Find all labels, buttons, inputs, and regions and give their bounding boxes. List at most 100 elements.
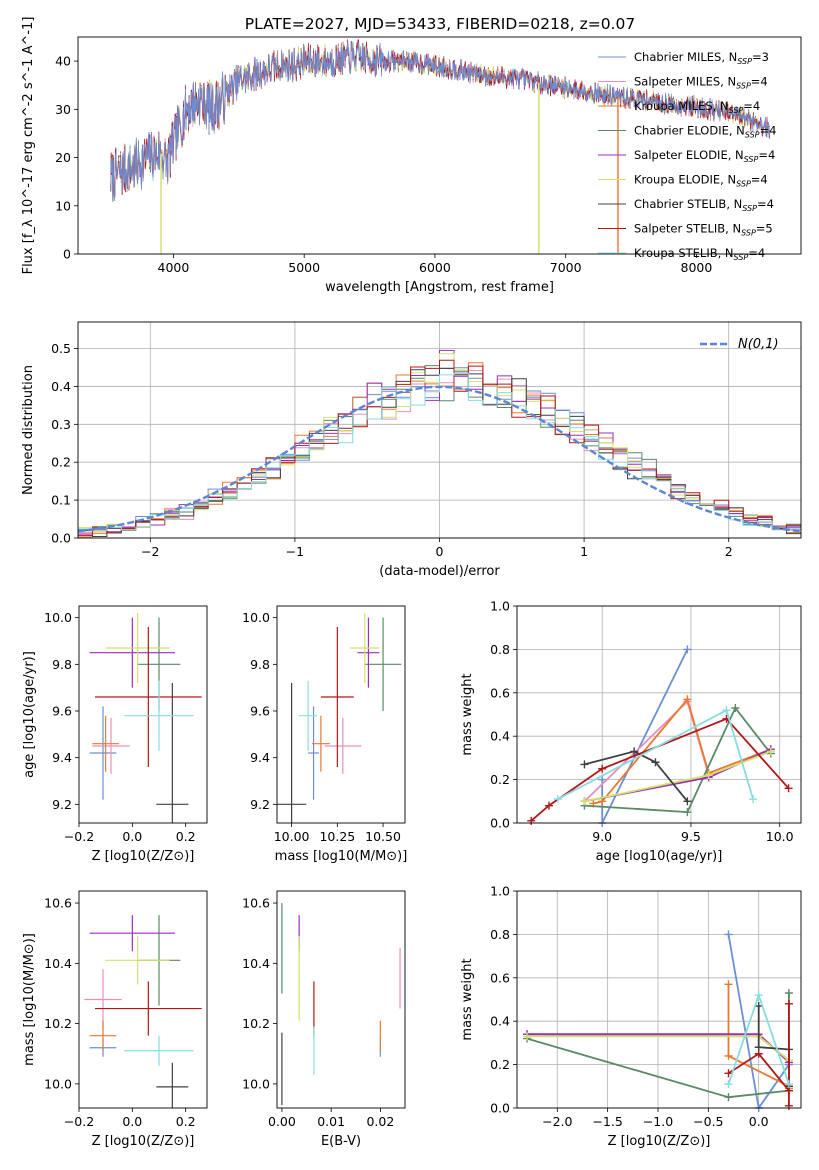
weight-marker [784, 1080, 793, 1089]
x-tick-label: −0.5 [693, 1114, 723, 1129]
y-tick-label: 0.5 [51, 341, 71, 356]
x-tick-label: 0.2 [176, 1114, 196, 1129]
axes-frame [276, 605, 406, 824]
x-tick-label: −2.0 [542, 1114, 572, 1129]
x-tick-label: 0.0 [122, 829, 142, 844]
y-tick-label: 10.6 [242, 896, 270, 911]
axes-frame [77, 321, 802, 539]
weight-marker [722, 706, 731, 715]
x-tick-label: 10.25 [319, 829, 355, 844]
x-tick-label: 4000 [158, 260, 190, 275]
mass-vs-ebv-chart: 0.00 0.01 0.02 10.0 10.2 10.4 10.6 E(B-V) [242, 890, 406, 1149]
spectrum-chart: 4000 5000 6000 7000 8000 0 10 20 30 40 wavelength … [21, 17, 802, 295]
x-tick-label: 5000 [288, 260, 320, 275]
y-tick-label: 9.2 [250, 797, 270, 812]
y-tick-label: 1.0 [490, 599, 510, 614]
y-tick-label: 0.0 [490, 1101, 510, 1116]
axes-frame [77, 36, 802, 255]
y-tick-label: 9.8 [250, 657, 270, 672]
y-axis-label: mass weight [460, 958, 475, 1040]
y-tick-label: 30 [55, 102, 71, 117]
y-axis-label: Flux [f_λ 10^-17 erg cm^-2 s^-1 A^-1] [21, 17, 36, 275]
spectrum-line [110, 41, 770, 202]
x-tick-label: −1 [286, 544, 304, 559]
x-axis-label: Z [log10(Z/Z⊙)] [92, 849, 195, 864]
y-tick-label: 10.0 [44, 610, 72, 625]
weight-marker [724, 1093, 733, 1102]
y-tick-label: 0.8 [490, 927, 510, 942]
weight-marker [544, 801, 553, 810]
weight-marker [784, 999, 793, 1008]
y-tick-label: 10.4 [242, 956, 270, 971]
y-tick-label: 10.2 [44, 1016, 72, 1031]
legend-label: Salpeter ELODIE, NSSP=4 [634, 148, 775, 164]
weight-line [601, 649, 689, 823]
x-tick-label: 10.0 [766, 829, 794, 844]
x-tick-label: 0.02 [366, 1114, 394, 1129]
y-tick-label: 0.4 [51, 379, 71, 394]
x-tick-label: 9.5 [681, 829, 701, 844]
residuals-chart: −2 −1 0 1 2 0.0 0.1 0.2 0.3 0.4 0.5 (data-model)/er… [21, 321, 802, 579]
histogram-step [78, 372, 801, 536]
x-axis-label: Z [log10(Z/Z⊙)] [608, 1134, 711, 1149]
y-tick-label: 9.8 [52, 657, 72, 672]
weight-marker [683, 695, 692, 704]
y-tick-label: 0.8 [490, 642, 510, 657]
y-tick-label: 9.2 [52, 797, 72, 812]
x-tick-label: 0.01 [317, 1114, 345, 1129]
y-tick-label: 0.0 [490, 816, 510, 831]
x-axis-label: mass [log10(M/M⊙)] [275, 849, 408, 864]
x-tick-label: 9.0 [592, 829, 612, 844]
legend-label: Chabrier ELODIE, NSSP=4 [634, 124, 776, 140]
x-axis-label: Z [log10(Z/Z⊙)] [92, 1134, 195, 1149]
x-tick-label: 0.0 [749, 1114, 769, 1129]
y-tick-label: 10.0 [242, 1076, 270, 1091]
weight-marker [683, 808, 692, 817]
figure-title: PLATE=2027, MJD=53433, FIBERID=0218, z=0… [245, 15, 635, 33]
y-tick-label: 0 [63, 247, 71, 262]
axes-frame [78, 890, 208, 1109]
weight-line [530, 717, 790, 822]
legend-label: Salpeter STELIB, NSSP=5 [634, 222, 773, 238]
x-axis-label: wavelength [Angstrom, rest frame] [325, 280, 554, 295]
legend-label: Kroupa ELODIE, NSSP=4 [634, 173, 768, 189]
legend-label: Kroupa MILES, NSSP=4 [634, 99, 760, 115]
y-tick-label: 0.2 [490, 1057, 510, 1072]
y-axis-label: Normed distribution [21, 365, 36, 495]
normal-curve [78, 385, 801, 533]
y-tick-label: 0.0 [51, 531, 71, 546]
y-axis-label: mass weight [460, 673, 475, 755]
mass-vs-metallicity-chart: −0.2 0.0 0.2 10.0 10.2 10.4 10.6 Z [log10(Z/Z⊙)… [22, 890, 208, 1149]
weight-marker [784, 1101, 793, 1110]
age-vs-mass-chart: 10.00 10.25 10.50 9.2 9.4 9.6 9.8 10.0 mass [log… [242, 605, 408, 864]
y-tick-label: 0.4 [490, 729, 510, 744]
weight-marker [523, 1032, 532, 1041]
x-tick-label: 1 [580, 544, 588, 559]
weight-marker [724, 1080, 733, 1089]
legend-label: Salpeter MILES, NSSP=4 [634, 75, 768, 91]
x-tick-label: −0.2 [64, 829, 94, 844]
y-tick-label: 10.0 [44, 1076, 72, 1091]
axes-frame [516, 605, 802, 824]
weight-marker [598, 775, 607, 784]
weight-marker [749, 795, 758, 804]
y-axis-label: mass [log10(M/M⊙)] [22, 933, 37, 1066]
y-tick-label: 9.4 [52, 750, 72, 765]
y-tick-label: 10.2 [242, 1016, 270, 1031]
weight-marker [754, 1002, 763, 1011]
weight-marker [724, 930, 733, 939]
y-tick-label: 0.1 [51, 493, 71, 508]
axes-frame [516, 890, 802, 1109]
legend-label: N(0,1) [738, 337, 779, 352]
weight-marker [704, 771, 713, 780]
y-tick-label: 10.6 [44, 896, 72, 911]
y-tick-label: 0.3 [51, 417, 71, 432]
y-tick-label: 0.6 [490, 685, 510, 700]
x-tick-label: 10.50 [365, 829, 401, 844]
legend-label: Chabrier STELIB, NSSP=4 [634, 197, 774, 213]
y-tick-label: 0.2 [490, 772, 510, 787]
weight-vs-age-chart: 9.0 9.5 10.0 0.0 0.2 0.4 0.6 0.8 1.0 age [log10(a… [460, 599, 802, 864]
weight-marker [598, 764, 607, 773]
x-tick-label: −2 [141, 544, 159, 559]
